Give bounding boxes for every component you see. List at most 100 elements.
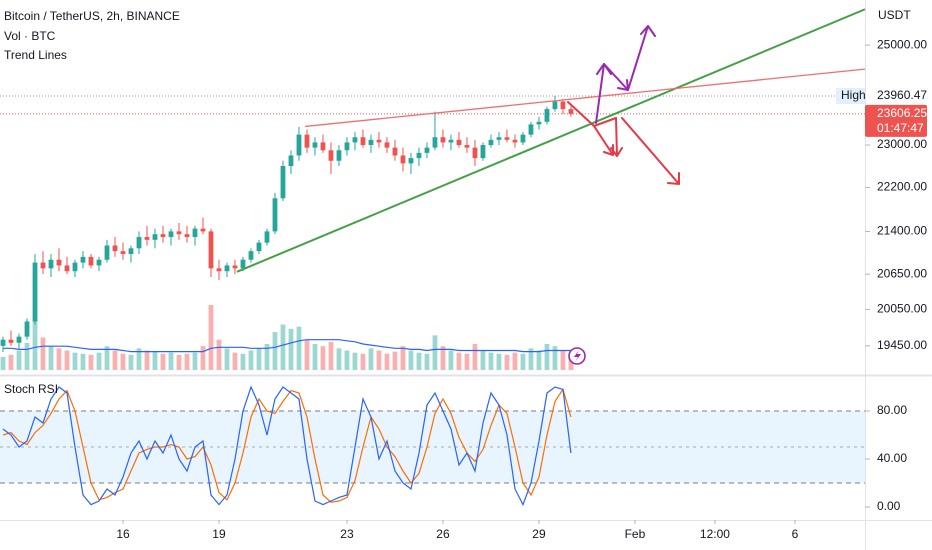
volume-bar [504,354,510,370]
candle-body [520,134,526,143]
icon-bolt[interactable] [574,350,581,362]
rsi-y-tick-label: 80.00 [877,403,907,417]
volume-bar [24,342,30,370]
rsi-title: Stoch RSI [4,382,58,396]
volume-bar [440,346,446,370]
candle-body [384,142,390,148]
candle-body [480,145,486,159]
candle-body [512,139,518,143]
candle-body [560,101,566,110]
volume-bar [200,346,206,370]
rsi-y-tick-label: 0.00 [877,499,901,513]
candle-body [312,142,318,148]
candle-body [448,139,454,143]
arrow [621,117,680,185]
volume-bar [280,324,286,370]
volume-bar [416,352,422,370]
candle-body [32,262,38,322]
volume-bar [536,350,542,370]
candle-body [456,139,462,146]
volume-bar [232,352,238,370]
volume-bar [496,353,502,370]
candle-body [472,147,478,159]
volume-bar [160,353,166,370]
volume-bar [184,353,190,370]
candle-body [64,265,70,272]
candle-body [504,137,510,140]
volume-bar [384,353,390,370]
volume-bar [192,352,198,370]
y-tick-label: 21400.00 [877,224,927,238]
candle-body [128,248,134,254]
volume-bar [352,352,358,370]
volume-bar [288,328,294,370]
high-price: 23960.47 [877,88,927,102]
last-price: 23606.25 [877,106,927,120]
volume-bar [32,321,38,370]
volume-bar [392,351,398,370]
volume-bar [56,348,62,370]
candle-body [496,137,502,140]
candle-body [136,237,142,249]
volume-bar [272,332,278,370]
countdown: 01:47:47 [877,121,924,135]
x-tick-label: 12:00 [700,527,730,541]
volume-ma-line [3,339,571,353]
volume-bar [16,350,22,370]
trend-line [304,68,866,128]
candle-body [488,139,494,146]
candle-body [440,137,446,143]
x-tick-label: 26 [436,527,450,541]
volume-bar [208,305,214,370]
candle-body [240,259,246,269]
y-tick-label: 20650.00 [877,266,927,280]
marks: 25000.00 23000.00 22200.00 21400.00 20650.00… [0,8,927,541]
candle-body [248,251,254,260]
candle-body [40,262,46,269]
candle-body [552,101,558,110]
candle-body [168,231,174,238]
trend-line [236,8,866,273]
arrow [593,125,614,156]
candle-body [392,147,398,156]
arrow [627,25,656,91]
candle-body [16,336,22,343]
volume-bar [464,353,470,370]
volume-bar [216,339,222,370]
volume-bar [176,354,182,370]
candle-body [160,234,166,238]
candle-body [24,321,30,337]
volume-bar [448,350,454,370]
candle-body [320,142,326,151]
candle-body [424,147,430,153]
candle-body [528,124,534,135]
volume-bar [120,353,126,370]
candle-body [416,152,422,159]
volume-bar [40,337,46,370]
volume-bar [488,352,494,370]
candle-body [112,245,118,252]
volume-bar [128,354,134,370]
candle-body [184,234,190,238]
volume-bar [512,352,518,370]
candle-body [280,166,286,199]
candle-body [232,265,238,269]
volume-bar [168,352,174,370]
candle-body [352,137,358,143]
candle-body [208,231,214,269]
candle-body [152,234,158,240]
chart-title: Bitcoin / TetherUS, 2h, BINANCE [4,9,180,23]
candle-body [304,134,310,148]
candle-body [336,150,342,161]
volume-bar [544,344,550,370]
volume-bar [520,353,526,370]
volume-bar [80,353,86,370]
volume-bar [528,348,534,370]
volume-bar [136,348,142,370]
y-tick-label: 22200.00 [877,180,927,194]
candle-body [104,245,110,260]
volume-bar [104,346,110,370]
candle-body [360,137,366,146]
x-tick-label: 6 [792,527,799,541]
replay-icon[interactable] [568,347,586,365]
